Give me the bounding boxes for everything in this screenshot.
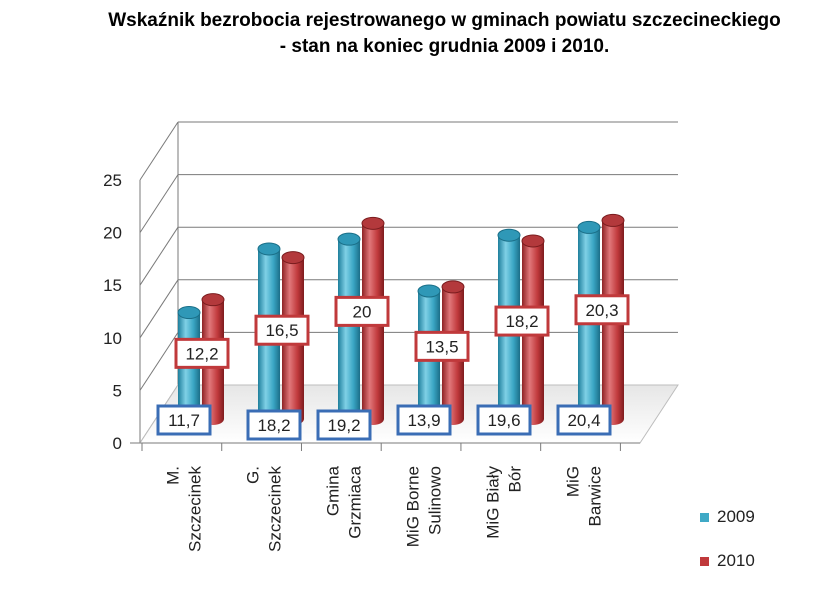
data-label-box-2009-4	[476, 404, 532, 436]
bar-top-2010-1	[281, 251, 305, 265]
legend-item-2009: 2009	[700, 505, 820, 529]
bar-top-2009-5	[577, 220, 601, 234]
data-label-2009-2: 19,2	[327, 416, 360, 435]
data-label-box-2010-3	[414, 330, 470, 362]
bar-top-2009-4	[497, 228, 521, 242]
data-label-2010-2: 20	[353, 302, 372, 321]
bar-2009-5	[578, 227, 600, 427]
gridline-side	[139, 279, 179, 339]
bar-top-2010-2	[361, 216, 385, 230]
gridline-side	[139, 174, 179, 233]
gridline-side	[139, 121, 179, 181]
data-label-2010-5: 20,3	[585, 301, 618, 320]
bar-2009-2	[338, 239, 360, 427]
bar-top-2009-1	[257, 242, 281, 256]
y-tick-label: 25	[103, 171, 122, 190]
legend-label-2010: 2010	[717, 551, 755, 570]
data-label-box-2009-0	[156, 404, 212, 436]
bar-top-2009-2	[337, 232, 361, 246]
data-label-2010-0: 12,2	[185, 344, 218, 363]
bar-top-2009-3	[417, 284, 441, 298]
data-label-box-2010-5	[574, 294, 630, 326]
data-label-box-2009-2	[316, 409, 372, 441]
data-label-2009-5: 20,4	[567, 411, 600, 430]
x-category-label-1: G. Szczecinek	[243, 466, 284, 552]
y-tick-label: 20	[103, 224, 122, 243]
data-label-2009-4: 19,6	[487, 411, 520, 430]
data-label-box-2009-3	[396, 404, 452, 436]
y-tick-label: 10	[103, 329, 122, 348]
legend: 2009 2010	[700, 505, 820, 593]
chart-title-line-1: Wskaźnik bezrobocia rejestrowanego w gmi…	[108, 10, 781, 31]
x-category-label-line-0-1: Szczecinek	[185, 466, 204, 552]
x-category-label-line-5-1: Barwice	[585, 466, 604, 526]
chart-title-line-2: - stan na koniec grudnia 2009 i 2010.	[279, 36, 610, 57]
y-tick-label: 0	[113, 434, 122, 453]
x-category-label-line-3-0: MiG Borne	[403, 466, 422, 547]
data-label-box-2010-4	[494, 305, 550, 337]
data-label-2010-4: 18,2	[505, 312, 538, 331]
bar-top-2010-4	[521, 234, 545, 248]
x-category-label-line-4-0: MiG Biały	[483, 466, 502, 539]
x-category-label-line-3-1: Sulinowo	[425, 466, 444, 535]
legend-swatch-2010	[700, 556, 709, 566]
data-label-box-2009-5	[556, 404, 612, 436]
x-category-label-line-1-1: Szczecinek	[265, 466, 284, 552]
data-label-2009-3: 13,9	[407, 411, 440, 430]
data-label-box-2010-1	[254, 314, 310, 346]
data-label-2009-0: 11,7	[168, 411, 200, 430]
bar-top-2010-3	[441, 280, 465, 294]
data-label-2010-1: 16,5	[265, 321, 298, 340]
x-category-label-3: MiG Borne Sulinowo	[403, 466, 444, 547]
x-category-label-line-5-0: MiG	[563, 466, 582, 497]
legend-swatch-2009	[700, 512, 709, 522]
gridline-side	[139, 332, 179, 391]
x-category-label-line-4-1: Bór	[505, 466, 524, 493]
data-label-box-2009-1	[246, 409, 302, 441]
legend-label-2009: 2009	[717, 507, 755, 526]
x-category-label-line-2-0: Gmina	[323, 465, 342, 516]
chart-title: Wskaźnik bezrobocia rejestrowanego w gmi…	[0, 8, 829, 60]
y-tick-label: 15	[103, 276, 122, 295]
gridline-side	[139, 226, 179, 286]
data-label-2010-3: 13,5	[425, 337, 458, 356]
x-category-label-0: M. Szczecinek	[163, 466, 204, 552]
bar-top-2009-0	[177, 306, 201, 320]
data-label-box-2010-2	[334, 295, 390, 327]
bar-top-2010-5	[601, 213, 625, 227]
x-category-label-2: Gmina Grzmiaca	[323, 465, 364, 538]
x-category-label-5: MiG Barwice	[563, 466, 604, 526]
y-tick-label: 5	[113, 381, 122, 400]
bar-top-2010-0	[201, 293, 225, 307]
data-label-2009-1: 18,2	[257, 416, 290, 435]
x-category-label-line-2-1: Grzmiaca	[345, 465, 364, 538]
x-category-label-line-0-0: M.	[163, 466, 182, 485]
x-category-label-4: MiG Biały Bór	[483, 466, 524, 539]
x-category-label-line-1-0: G.	[243, 466, 262, 484]
legend-item-2010: 2010	[700, 549, 820, 573]
data-label-box-2010-0	[174, 337, 230, 369]
